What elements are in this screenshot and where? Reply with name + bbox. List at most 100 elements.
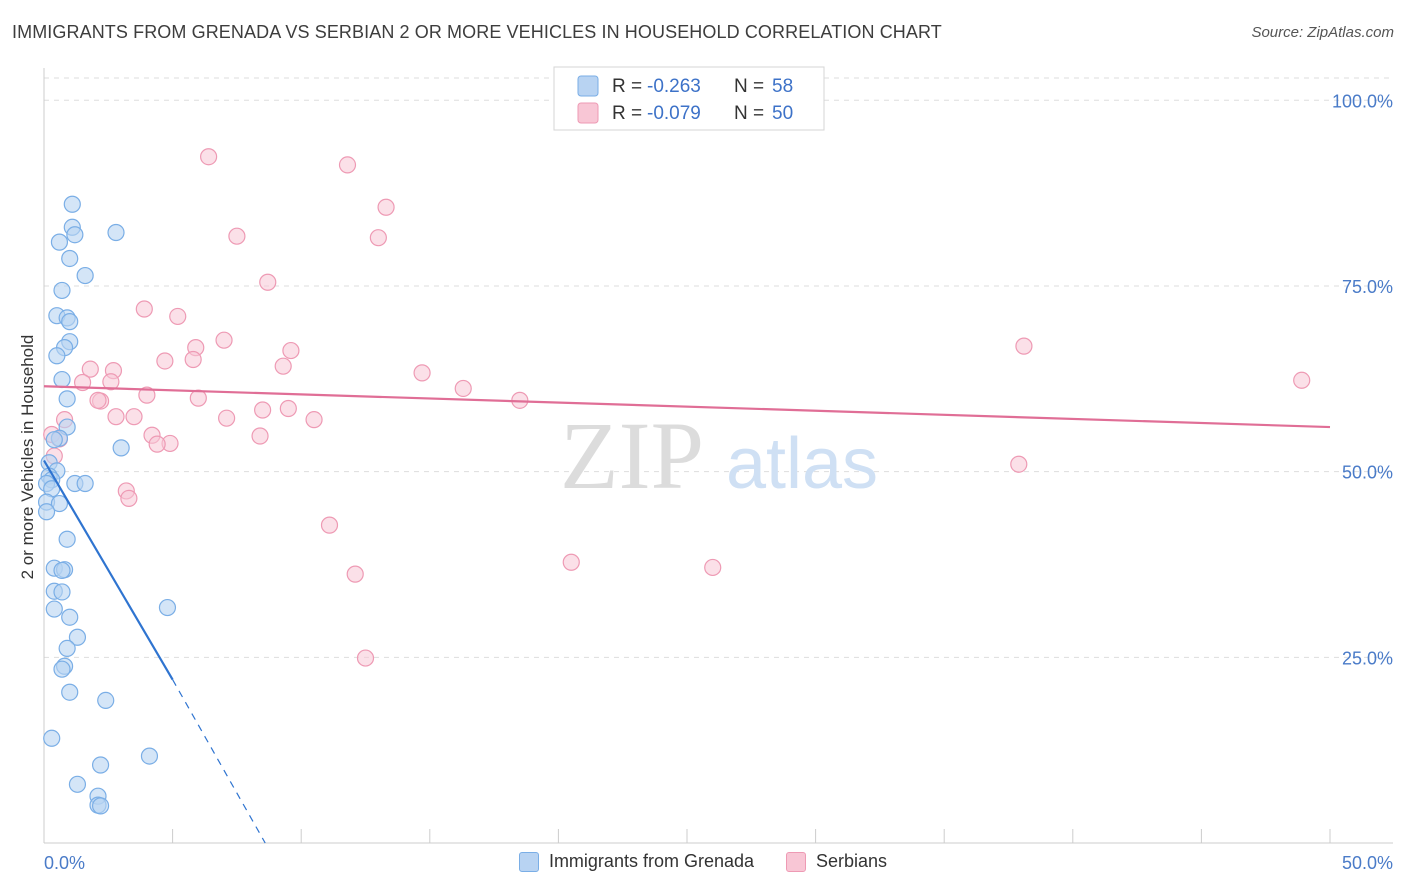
serbian-point (338, 156, 357, 174)
grenada-point (61, 249, 79, 268)
legend-swatch-grenada (518, 851, 539, 872)
grenada-point (140, 747, 159, 765)
y-tick-label: 50.0% (1342, 463, 1393, 483)
grenada-point (76, 266, 94, 285)
legend-label-grenada: Immigrants from Grenada (548, 851, 755, 871)
grenada-point (58, 530, 76, 548)
serbian-point (218, 409, 236, 427)
serbian-point (107, 408, 125, 426)
serbian-point (369, 229, 387, 247)
grenada-point (91, 756, 110, 774)
y-axis-label: 2 or more Vehicles in Household (18, 335, 37, 580)
serbian-point (562, 553, 580, 571)
serbian-point (704, 558, 722, 577)
grenada-point (48, 347, 66, 365)
grenada-point (45, 600, 63, 618)
grenada-point (53, 370, 71, 389)
serbian-point (189, 389, 207, 407)
legend-n-value: 58 (772, 76, 793, 97)
serbian-point (454, 379, 472, 398)
legend-n-label: N = (734, 76, 764, 97)
source-label: Source: ZipAtlas.com (1251, 24, 1394, 41)
serbian-point (305, 411, 323, 429)
watermark-zip: ZIP (560, 402, 704, 509)
serbian-point (228, 227, 246, 245)
grenada-point (53, 660, 71, 678)
trendlines (43, 385, 1331, 844)
correlation-legend: R = -0.263 N = 58 R = -0.079 N = 50 (553, 66, 825, 131)
legend-swatch-serbian (577, 102, 599, 124)
watermark-atlas: atlas (726, 424, 878, 504)
serbian-point (169, 307, 187, 326)
grenada-point (158, 598, 177, 617)
grenada-point (58, 390, 76, 408)
serbian-trendline (43, 385, 1331, 429)
serbian-point (120, 489, 138, 507)
grenada-point (91, 797, 110, 815)
x-tick-label: 0.0% (44, 853, 85, 873)
grenada-points (37, 195, 177, 815)
serbian-point (200, 148, 218, 166)
serbian-point (279, 399, 297, 418)
serbian-point (89, 391, 107, 409)
serbian-point (138, 386, 156, 404)
serbian-point (184, 350, 202, 369)
y-tick-label: 75.0% (1342, 277, 1393, 297)
grenada-point (43, 729, 61, 747)
grenada-point (107, 223, 125, 242)
axes (43, 68, 1393, 844)
legend-r-value: -0.263 (647, 76, 701, 97)
grenada-point (68, 775, 87, 793)
serbian-point (215, 331, 233, 349)
grenada-point (53, 281, 71, 300)
legend-item-grenada[interactable]: Immigrants from Grenada (518, 851, 755, 872)
legend-r-value: -0.079 (647, 103, 701, 124)
serbian-point (125, 408, 143, 426)
grenada-point (112, 439, 130, 457)
watermark: ZIP atlas (560, 402, 878, 509)
grenada-trendline (43, 459, 174, 681)
grenada-point (61, 683, 79, 701)
serbian-point (1010, 455, 1028, 473)
serbian-point (1015, 337, 1033, 355)
legend-swatch-grenada (577, 75, 599, 97)
serbian-point (102, 373, 120, 391)
grenada-point (58, 639, 76, 658)
grenada-point (53, 561, 71, 580)
grenada-point (50, 233, 69, 251)
serbian-point (148, 435, 166, 453)
serbian-point (356, 649, 375, 667)
legend-label-serbians: Serbians (816, 851, 888, 871)
legend-n-label: N = (734, 103, 764, 124)
serbian-point (1293, 371, 1311, 389)
grenada-point (45, 431, 63, 449)
serbian-point (377, 198, 395, 216)
legend-r-label: R = (612, 103, 642, 124)
serbian-point (156, 352, 174, 370)
y-tick-label: 25.0% (1342, 648, 1393, 668)
serbian-point (81, 360, 99, 378)
serbian-point (251, 427, 269, 445)
legend-item-serbians[interactable]: Serbians (786, 851, 887, 872)
grenada-trendline-extension (172, 679, 266, 844)
grenada-point (66, 226, 84, 244)
serbian-point (254, 401, 272, 419)
serbian-point (282, 341, 300, 360)
grenada-point (76, 474, 94, 493)
serbian-point (259, 273, 277, 291)
legend-n-value: 50 (772, 103, 793, 124)
serbian-point (413, 364, 431, 382)
grenada-point (61, 313, 79, 331)
serbian-point (274, 357, 292, 375)
tick-labels: 25.0% 50.0% 75.0% 100.0% 0.0% 50.0% (44, 91, 1393, 873)
series-legend: Immigrants from Grenada Serbians (0, 851, 1406, 872)
y-tick-label: 100.0% (1332, 91, 1393, 111)
grenada-point (53, 583, 71, 601)
grenada-point (68, 628, 87, 646)
legend-swatch-serbian (786, 851, 807, 872)
grenada-point (37, 503, 56, 521)
grenada-point (97, 691, 115, 709)
serbian-point (320, 516, 339, 534)
grenada-point (63, 195, 81, 213)
